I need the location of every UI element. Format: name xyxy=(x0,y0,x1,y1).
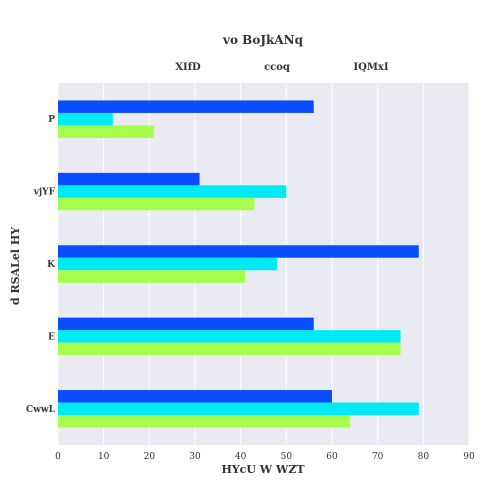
x-tick-label: 20 xyxy=(144,452,156,462)
y-axis-label: d RSALel HY xyxy=(9,227,22,305)
bar-XIfD-vjYF xyxy=(58,172,200,186)
x-tick-label: 60 xyxy=(326,452,338,462)
bar-IQMxI-E xyxy=(58,342,401,356)
x-axis-label: HYcU W WZT xyxy=(221,463,305,476)
legend-entry-XIfD: XIfD xyxy=(175,62,201,73)
bar-XIfD-CwwL xyxy=(58,390,332,403)
bar-ccoq-K xyxy=(58,257,278,271)
bar-ccoq-E xyxy=(58,330,401,343)
bar-ccoq-P xyxy=(58,112,113,126)
bar-XIfD-P xyxy=(58,100,314,113)
y-tick-label: P xyxy=(48,115,55,125)
legend-entry-ccoq: ccoq xyxy=(264,62,290,73)
y-tick-label: K xyxy=(47,260,56,270)
x-tick-label: 90 xyxy=(463,452,475,462)
x-tick-labels: 0 10 20 30 40 50 60 70 80 90 xyxy=(55,452,475,462)
y-tick-label: E xyxy=(48,332,55,342)
chart-title: vo BoJkANq xyxy=(222,33,304,47)
y-tick-label: CwwL xyxy=(26,405,56,415)
bar-IQMxI-K xyxy=(58,270,246,283)
bar-XIfD-K xyxy=(58,245,419,258)
x-tick-label: 80 xyxy=(418,452,430,462)
bar-IQMxI-P xyxy=(58,125,154,138)
legend-entry-IQMxI: IQMxI xyxy=(353,62,388,73)
bar-IQMxI-CwwL xyxy=(58,415,351,428)
x-tick-label: 30 xyxy=(189,452,201,462)
x-tick-label: 50 xyxy=(281,452,293,462)
bars-group xyxy=(58,100,419,428)
bar-IQMxI-vjYF xyxy=(58,197,255,211)
x-tick-label: 70 xyxy=(372,452,384,462)
legend: XIfD ccoq IQMxI xyxy=(175,62,389,73)
x-tick-label: 40 xyxy=(235,452,247,462)
bar-ccoq-CwwL xyxy=(58,402,419,416)
x-tick-label: 10 xyxy=(98,452,110,462)
bar-XIfD-E xyxy=(58,317,314,331)
y-tick-label: vjYF xyxy=(33,188,56,198)
bar-ccoq-vjYF xyxy=(58,185,287,198)
x-tick-label: 0 xyxy=(55,452,61,462)
